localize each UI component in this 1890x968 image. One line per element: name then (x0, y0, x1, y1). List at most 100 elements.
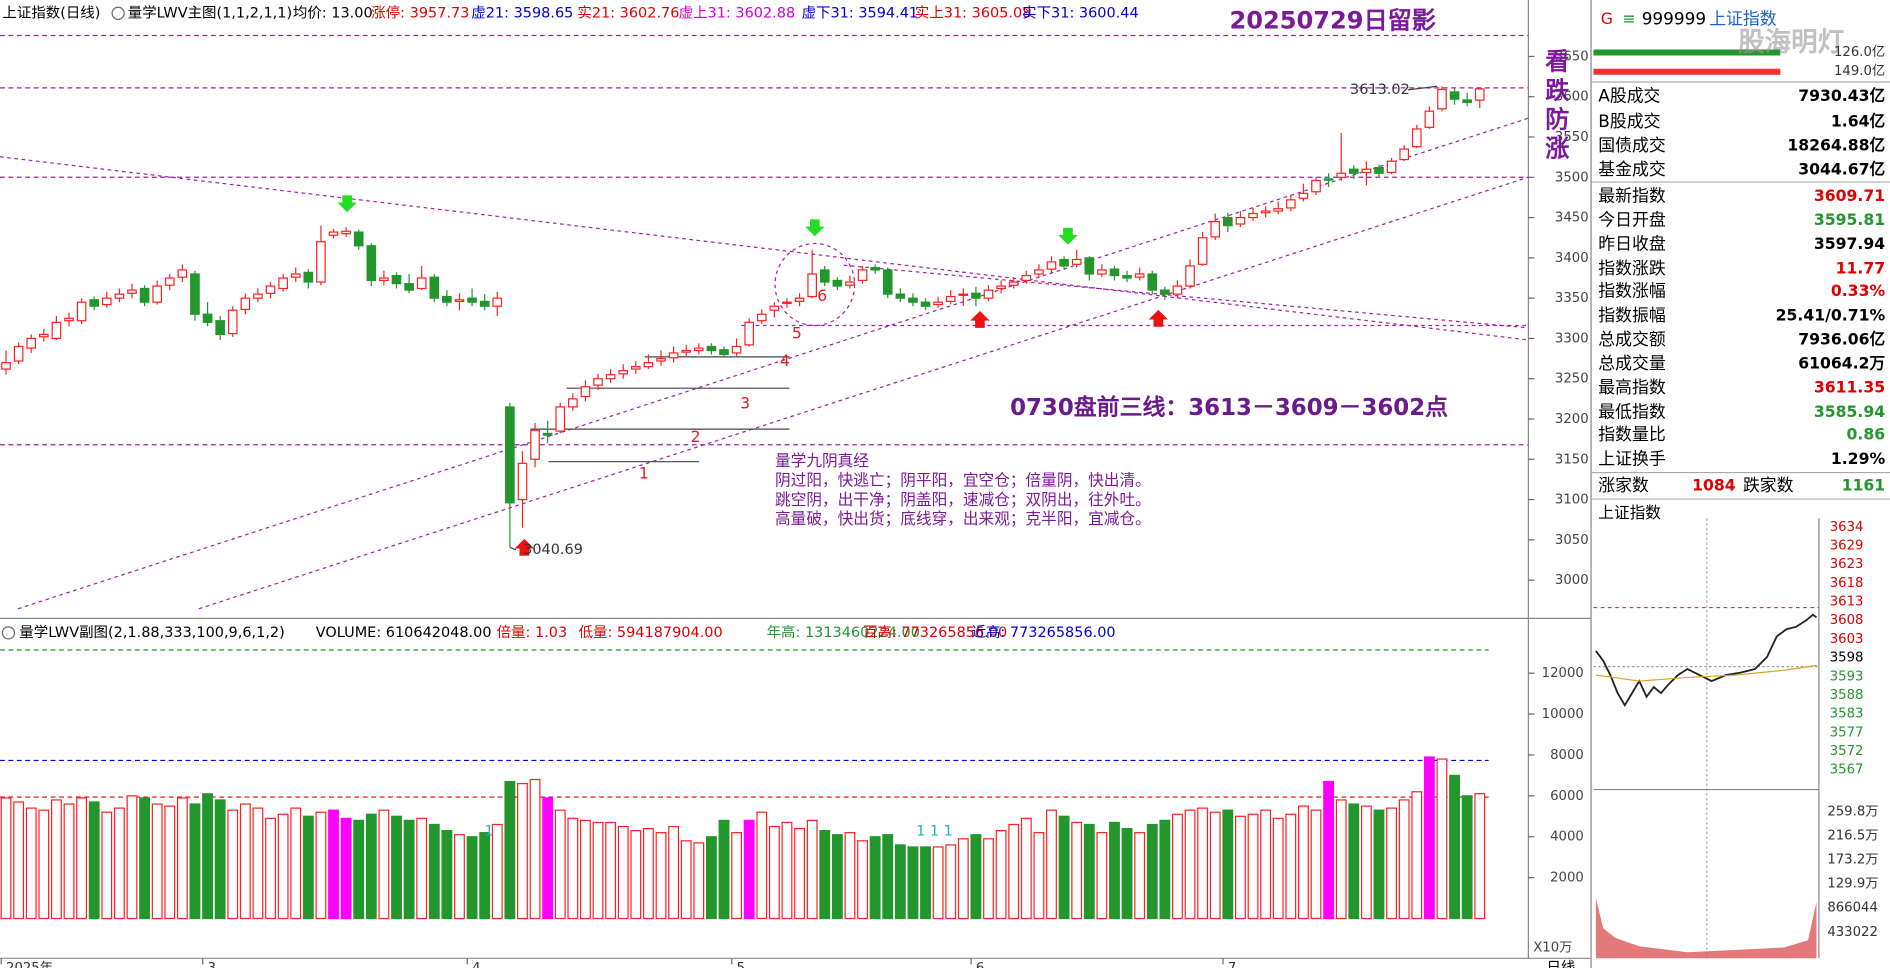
volume-item: VOLUME: 610642048.00 (316, 625, 492, 641)
volume-bar (642, 827, 654, 920)
candle-body (290, 273, 301, 278)
volume-bar (265, 817, 276, 920)
volume-bar (1335, 799, 1347, 920)
volume-bar (1109, 821, 1120, 920)
header-item: 上证指数(日线) (2, 4, 100, 21)
stat-label: 指数量比 (1598, 424, 1665, 444)
stat-value: 3609.71 (1814, 186, 1885, 205)
stat-value: 3585.94 (1814, 402, 1885, 421)
volume-bar (630, 830, 642, 920)
x-tick-label: 3 (208, 961, 216, 968)
low-pointer (509, 546, 517, 551)
mini-price-tick: 3577 (1830, 725, 1864, 740)
candle-body (353, 231, 364, 247)
volume-bar (1449, 774, 1460, 920)
volume-bar (1436, 758, 1448, 920)
stat-value: 11.77 (1836, 258, 1886, 277)
mini-price-tick: 3588 (1830, 688, 1864, 703)
candle-body (51, 321, 62, 340)
candle-body (1311, 179, 1321, 193)
header-item: 实上31: 3605.08 (915, 4, 1032, 21)
level-label: 1 (639, 463, 649, 482)
candle-body (882, 269, 893, 295)
volume-bar (668, 825, 680, 920)
volume-bar (13, 801, 25, 920)
trendline (198, 176, 1529, 610)
volume-bar (1285, 813, 1297, 920)
candle-body (807, 273, 817, 298)
candle-body (1134, 273, 1145, 278)
candle-body (152, 285, 163, 303)
unit-label: X10万 (1533, 940, 1572, 955)
candle-body (1437, 88, 1447, 110)
x-tick-label: 6 (976, 961, 984, 968)
volume-bar (655, 832, 667, 920)
volume-bar (718, 819, 730, 920)
candle-body (1185, 265, 1195, 287)
candle-body (1424, 110, 1435, 128)
candle-body (593, 378, 603, 386)
volume-bar (466, 836, 478, 920)
volume-bar (542, 797, 554, 920)
stat-value: 3597.94 (1814, 234, 1885, 253)
level-label: 2 (691, 427, 701, 446)
candle-body (1323, 178, 1334, 181)
breadth-label: 跌家数 (1743, 475, 1794, 495)
volume-bar (844, 832, 856, 920)
candle-body (227, 309, 238, 335)
candle-body (505, 406, 515, 504)
volume-bar (1058, 815, 1070, 920)
volume-bar (378, 809, 390, 920)
volume-bar (403, 819, 415, 920)
volume-bar (806, 819, 818, 920)
volume-bar (970, 834, 982, 920)
y-tick-label: 6000 (1550, 789, 1584, 804)
candle-body (202, 313, 213, 323)
volume-bar (1398, 799, 1410, 920)
volume-bar (1348, 803, 1360, 920)
volume-bar (1272, 817, 1284, 920)
volume-bar (1159, 819, 1171, 920)
candle-body (605, 374, 616, 380)
candle-body (215, 320, 225, 336)
volume-bar (693, 842, 705, 920)
volume-bar (592, 821, 604, 920)
volume-bar (1297, 805, 1309, 920)
stat-label: 最新指数 (1598, 186, 1666, 206)
volume-bar (819, 830, 831, 920)
candle-body (341, 230, 351, 235)
candle-body (64, 317, 74, 322)
volume-bar (932, 846, 944, 920)
quote-menu: ≡ (1622, 9, 1635, 28)
volume-bar (857, 840, 868, 920)
stat-label: 昨日收盘 (1598, 234, 1666, 254)
y-tick-label: 3550 (1555, 130, 1589, 145)
indicator-icon (1, 626, 16, 640)
mini-price-tick: 3613 (1830, 595, 1864, 610)
volume-bar (517, 782, 528, 920)
candle-body (1411, 128, 1422, 148)
volume-bar (1222, 809, 1234, 920)
candle-body (278, 277, 288, 290)
volume-bar (479, 832, 491, 920)
x-tick-label: 4 (472, 961, 480, 968)
candle-body (379, 277, 389, 282)
volume-bar (302, 815, 314, 920)
volume-bar (491, 823, 503, 920)
volume-bar (1247, 813, 1259, 920)
volume-bar (416, 817, 428, 920)
stat-label: 指数涨幅 (1598, 281, 1666, 301)
volume-bar (290, 807, 302, 920)
candle-body (542, 432, 553, 436)
volume-bar (277, 813, 289, 920)
candle-body (517, 462, 528, 501)
y-tick-label: 3450 (1555, 211, 1589, 226)
breadth-value: 1084 (1692, 475, 1736, 494)
candle-body (530, 429, 540, 460)
candle-body (1046, 261, 1057, 270)
candle-body (76, 301, 87, 322)
x-tick-label: 2025年 (6, 960, 53, 968)
y-tick-label: 3300 (1555, 331, 1589, 346)
candle-body (1172, 285, 1183, 295)
mini-price-line (1595, 613, 1817, 707)
